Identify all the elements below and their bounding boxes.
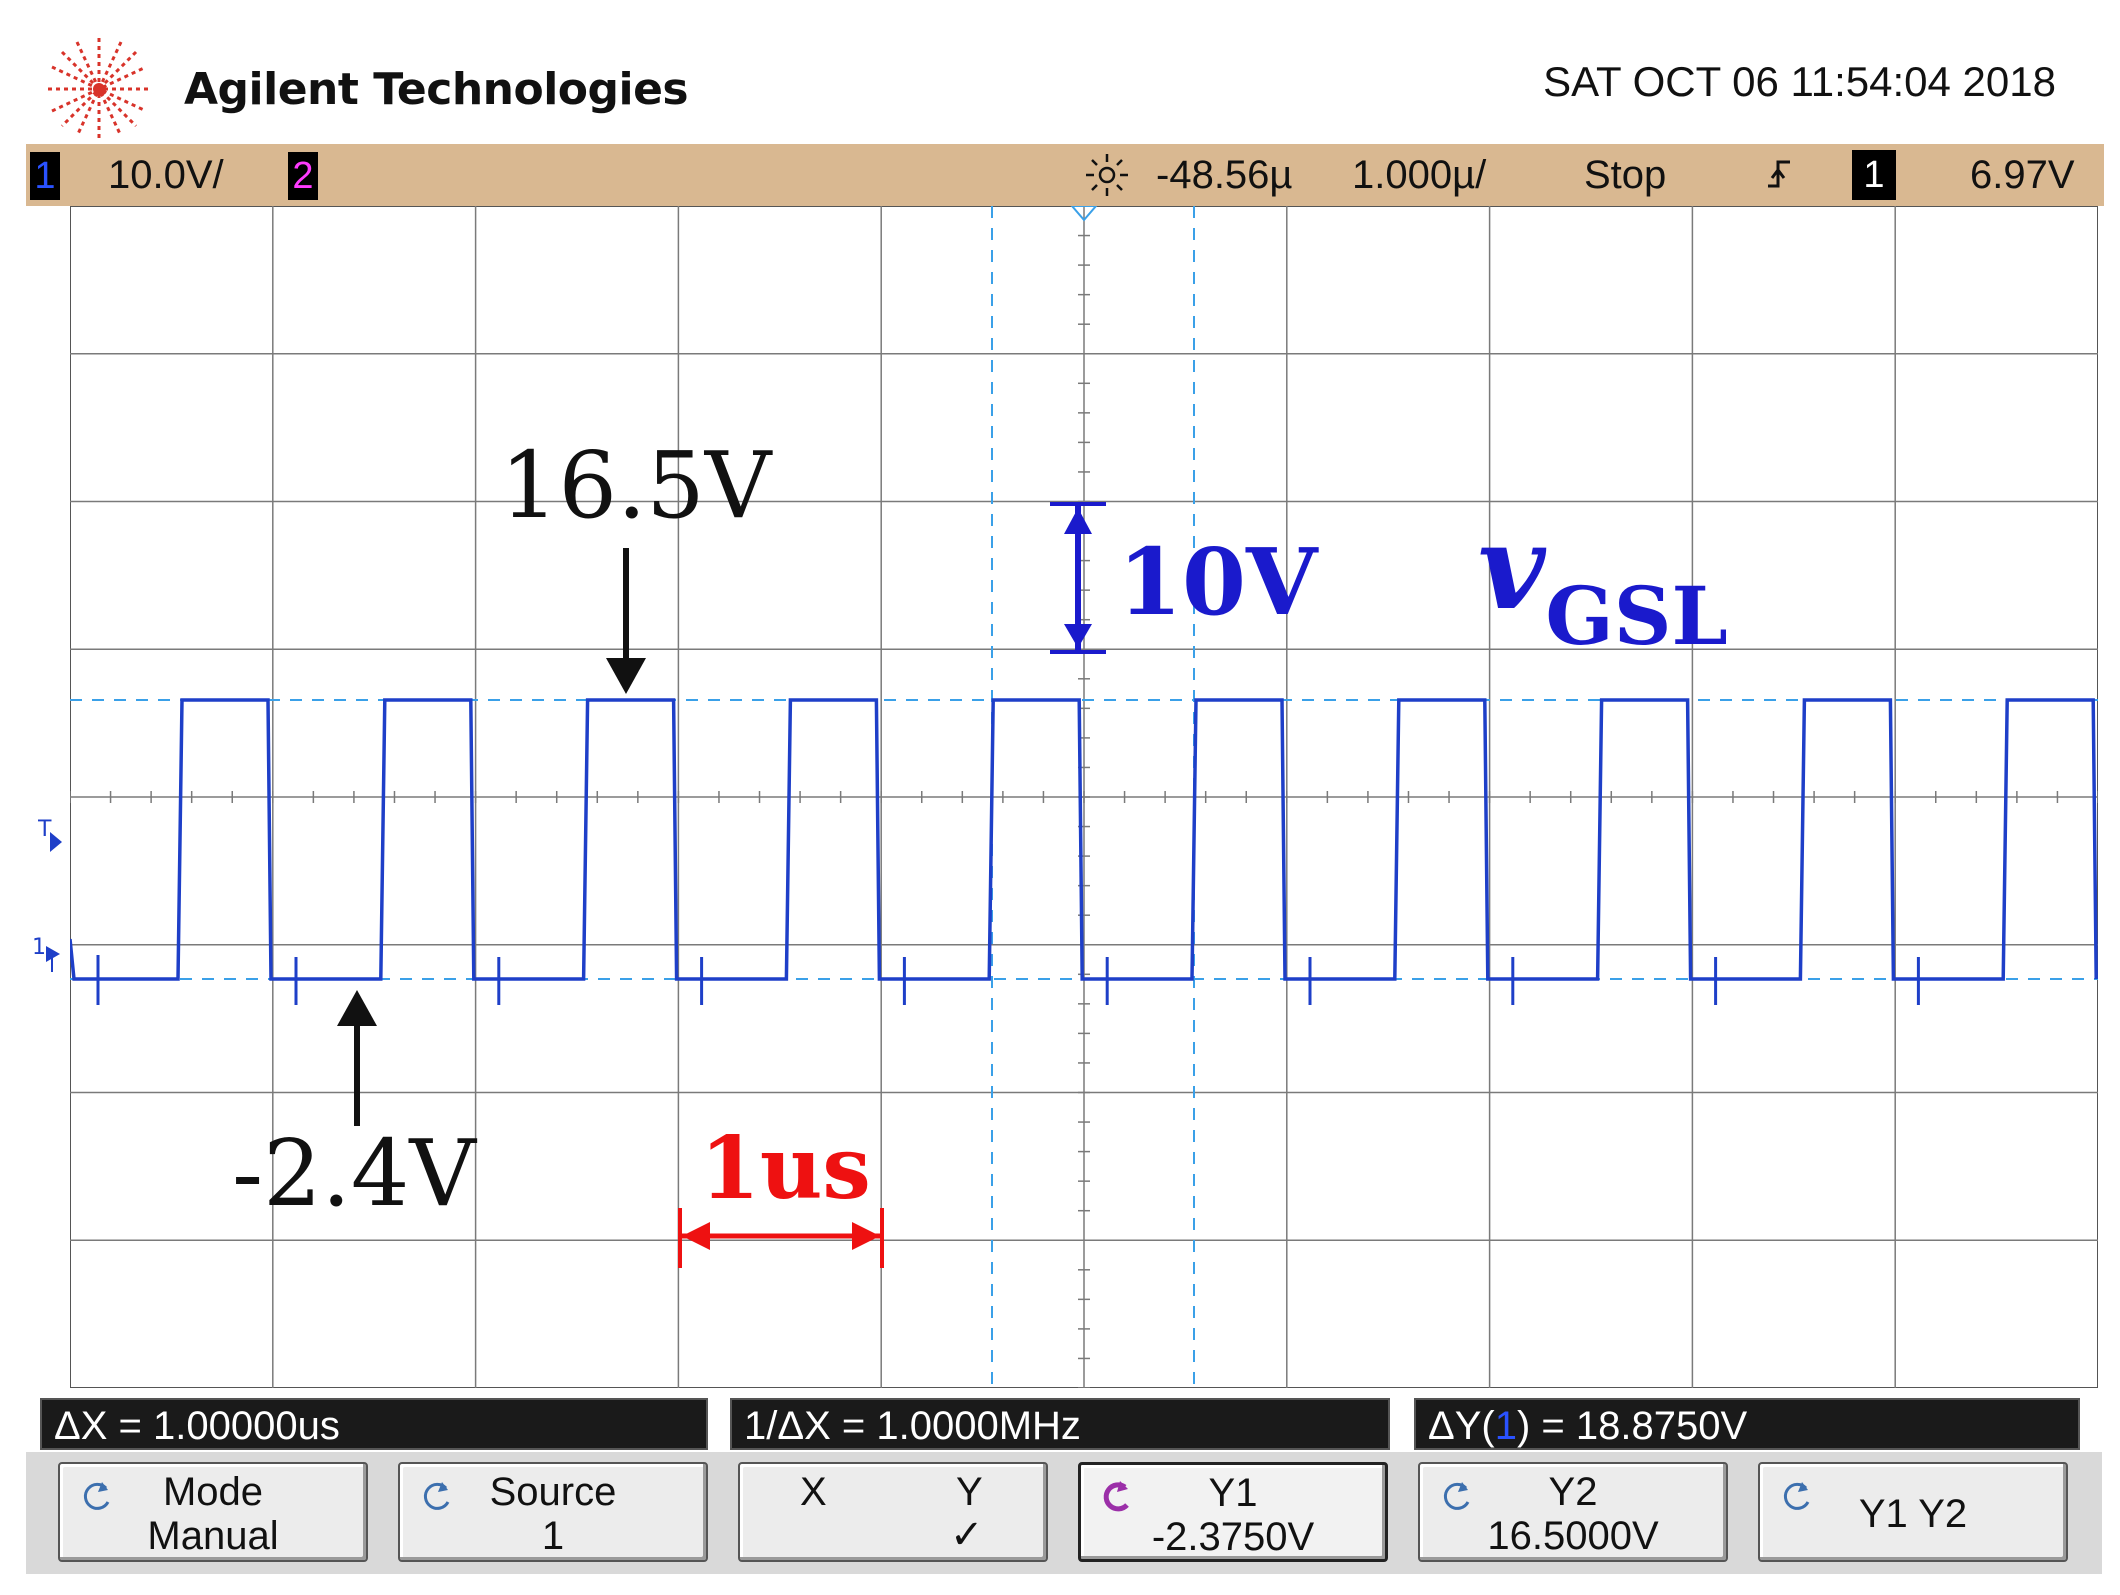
trigger-level-marker-icon: T — [38, 817, 62, 852]
delta-y-channel: 1 — [1494, 1404, 1517, 1448]
channel-2-indicator[interactable]: 2 — [288, 152, 318, 200]
agilent-spark-logo-icon — [48, 38, 150, 140]
softkey-bar: Mode Manual Source 1 X Y ✓ Y1 -2.3750V Y… — [26, 1452, 2102, 1574]
waveform-trace — [70, 698, 2098, 981]
svg-text:1: 1 — [32, 935, 46, 960]
xy-softkey[interactable]: X Y ✓ — [738, 1462, 1048, 1562]
low-level-arrowhead — [337, 990, 377, 1026]
y2-softkey-title: Y2 — [1548, 1470, 1598, 1514]
rotate-icon — [423, 1482, 450, 1510]
delta-y-readout: ΔY(1) = 18.8750V — [1414, 1398, 2080, 1450]
status-bar: 1 10.0V/ 2 -48.56µ 1.000µ/ Stop 1 6.97V — [26, 144, 2104, 206]
inverse-delta-x-readout: 1/ΔX = 1.0000MHz — [730, 1398, 1390, 1450]
period-label: 1us — [700, 1118, 871, 1219]
waveform-display[interactable] — [70, 206, 2098, 1388]
svg-text:T: T — [38, 817, 52, 842]
graticule — [70, 206, 2098, 1388]
channel-1-ground-marker-icon: 1 — [32, 935, 60, 972]
y-selected-check-icon: ✓ — [950, 1513, 984, 1557]
rising-edge-trigger-icon — [1768, 160, 1790, 188]
delta-y-value: ) = 18.8750V — [1516, 1404, 1748, 1448]
high-level-arrowhead — [606, 658, 646, 694]
run-state[interactable]: Stop — [1584, 153, 1667, 197]
mode-softkey[interactable]: Mode Manual — [58, 1462, 368, 1562]
source-softkey-title: Source — [489, 1470, 617, 1514]
high-level-label: 16.5V — [500, 432, 772, 539]
trigger-position-marker — [1070, 206, 1098, 222]
period-arrowhead — [852, 1222, 880, 1250]
intensity-sun-icon — [1086, 154, 1128, 196]
y1-y2-softkey[interactable]: Y1 Y2 — [1758, 1462, 2068, 1562]
source-softkey[interactable]: Source 1 — [398, 1462, 708, 1562]
y-option: Y — [956, 1470, 983, 1514]
channel-1-scale[interactable]: 10.0V/ — [108, 153, 224, 197]
trigger-level[interactable]: 6.97V — [1970, 153, 2075, 197]
x-option: X — [800, 1470, 827, 1514]
y1-y2-softkey-title: Y1 Y2 — [1858, 1492, 1968, 1536]
signal-name-subscript: GSL — [1545, 569, 1728, 663]
low-level-label: -2.4V — [232, 1120, 476, 1227]
time-scale[interactable]: 1.000µ/ — [1352, 153, 1487, 197]
signal-name-main: v — [1478, 500, 1546, 636]
timestamp: SAT OCT 06 11:54:04 2018 — [1543, 58, 2056, 105]
scale-arrowhead — [1064, 624, 1092, 648]
brand: Agilent Technologies — [44, 34, 689, 144]
rotate-icon — [1443, 1482, 1470, 1510]
rotate-icon — [83, 1482, 110, 1510]
signal-name-label: vGSL — [1478, 500, 1728, 663]
mode-softkey-title: Mode — [162, 1470, 264, 1514]
brand-name: Agilent Technologies — [184, 63, 689, 115]
y1-softkey[interactable]: Y1 -2.3750V — [1078, 1462, 1388, 1562]
scale-arrowhead — [1064, 508, 1092, 534]
rotate-icon — [1783, 1482, 1810, 1510]
channel-1-indicator[interactable]: 1 — [30, 152, 60, 200]
trigger-channel[interactable]: 1 — [1852, 150, 1896, 200]
delta-x-readout: ΔX = 1.00000us — [40, 1398, 708, 1450]
y2-softkey[interactable]: Y2 16.5000V — [1418, 1462, 1728, 1562]
period-arrowhead — [682, 1222, 710, 1250]
mode-softkey-value: Manual — [147, 1514, 279, 1558]
y2-softkey-value: 16.5000V — [1487, 1514, 1659, 1558]
vertical-scale-label: 10V — [1118, 528, 1318, 636]
y1-softkey-title: Y1 — [1208, 1471, 1258, 1515]
source-softkey-value: 1 — [541, 1514, 565, 1558]
knob-icon — [1103, 1481, 1129, 1512]
y1-softkey-value: -2.3750V — [1151, 1515, 1315, 1559]
delta-y-prefix: ΔY( — [1428, 1404, 1495, 1448]
time-offset[interactable]: -48.56µ — [1156, 153, 1293, 197]
